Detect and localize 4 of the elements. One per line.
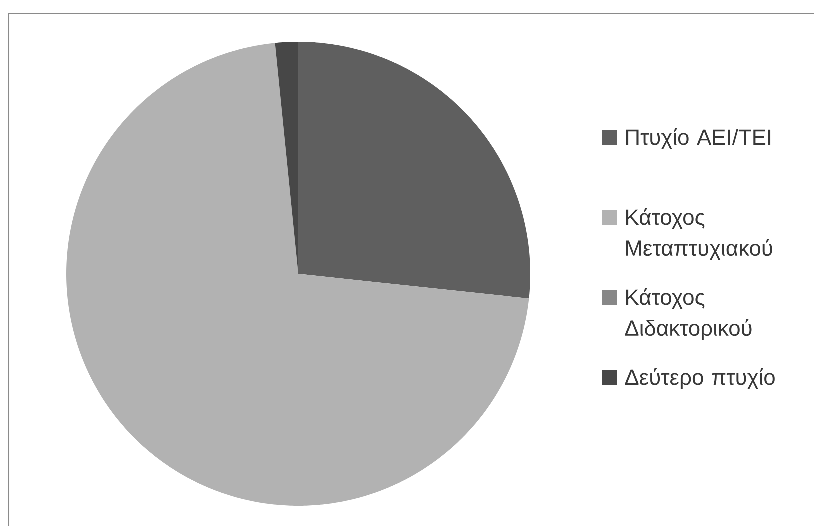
legend-label: Δεύτερο πτυχίο: [625, 368, 775, 390]
legend-label: Πτυχίο ΑΕΙ/ΤΕΙ: [626, 128, 771, 150]
legend-label: Κάτοχος Διδακτορικού: [625, 288, 752, 340]
legend-label: Κάτοχος Μεταπτυχιακού: [626, 208, 772, 260]
